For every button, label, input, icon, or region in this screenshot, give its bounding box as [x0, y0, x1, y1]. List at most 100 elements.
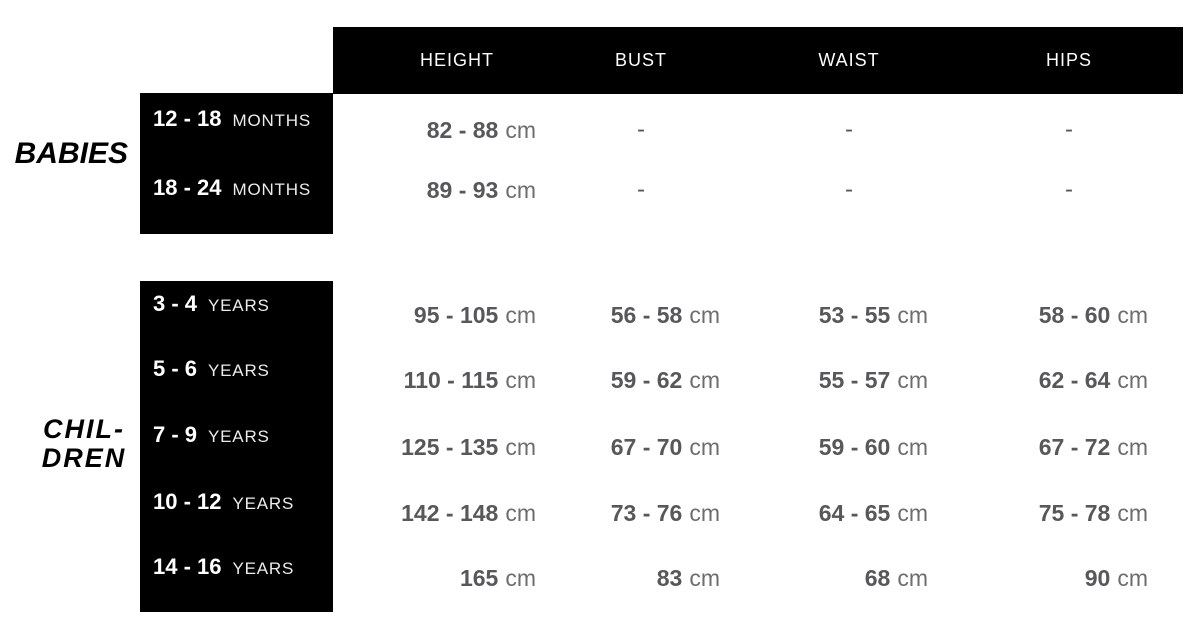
cell-babies2-hips: -: [1065, 176, 1073, 203]
column-header-hips: HIPS: [1045, 50, 1092, 70]
measurement-unit: cm: [505, 117, 536, 143]
measurement-unit: cm: [1117, 302, 1148, 328]
measurement-unit: cm: [505, 500, 536, 526]
cell-children4-height: 142 - 148 cm: [336, 498, 536, 528]
cell-children5-hips: 90 cm: [948, 563, 1148, 593]
measurement-unit: cm: [505, 565, 536, 591]
age-range-unit: YEARS: [208, 427, 270, 446]
cell-children1-height: 95 - 105 cm: [336, 300, 536, 330]
measurement-value: 62 - 64: [1038, 367, 1111, 393]
measurement-value: 55 - 57: [818, 367, 891, 393]
column-header-height: HEIGHT: [419, 50, 494, 70]
measurement-unit: cm: [505, 177, 536, 203]
children-age-box: [140, 281, 333, 612]
cell-children1-waist: 53 - 55 cm: [728, 300, 928, 330]
measurement-value: 68: [864, 565, 891, 591]
table-header-bar: HEIGHT BUST WAIST HIPS: [333, 27, 1183, 94]
age-range-value: 18 - 24: [153, 175, 222, 200]
age-range-value: 3 - 4: [153, 291, 198, 316]
measurement-unit: cm: [1117, 500, 1148, 526]
cell-children2-waist: 55 - 57 cm: [728, 365, 928, 395]
group-label-babies: BABIES: [14, 137, 128, 170]
measurement-value: 56 - 58: [610, 302, 683, 328]
measurement-unit: cm: [689, 434, 720, 460]
cell-children2-bust: 59 - 62 cm: [520, 365, 720, 395]
cell-children3-height: 125 - 135 cm: [336, 432, 536, 462]
measurement-value: 165: [459, 565, 499, 591]
age-range-value: 10 - 12: [153, 489, 222, 514]
measurement-unit: cm: [1117, 367, 1148, 393]
measurement-value: 95 - 105: [413, 302, 499, 328]
measurement-value: 53 - 55: [818, 302, 891, 328]
cell-children1-bust: 56 - 58 cm: [520, 300, 720, 330]
measurement-unit: cm: [1117, 565, 1148, 591]
measurement-unit: cm: [897, 500, 928, 526]
cell-babies1-bust: -: [637, 116, 645, 143]
age-range-value: 5 - 6: [153, 356, 198, 381]
age-range-value: 12 - 18: [153, 106, 222, 131]
age-range-unit: YEARS: [208, 361, 270, 380]
cell-babies1-hips: -: [1065, 116, 1073, 143]
measurement-value: 73 - 76: [610, 500, 683, 526]
cell-children1-hips: 58 - 60 cm: [948, 300, 1148, 330]
group-label-children-line2: DREN: [41, 443, 127, 473]
cell-children3-hips: 67 - 72 cm: [948, 432, 1148, 462]
measurement-unit: cm: [689, 500, 720, 526]
cell-children2-hips: 62 - 64 cm: [948, 365, 1148, 395]
cell-babies1-waist: -: [845, 116, 853, 143]
measurement-value: 75 - 78: [1038, 500, 1111, 526]
cell-children4-hips: 75 - 78 cm: [948, 498, 1148, 528]
cell-children3-waist: 59 - 60 cm: [728, 432, 928, 462]
cell-children5-height: 165 cm: [336, 563, 536, 593]
measurement-value: 142 - 148: [401, 500, 499, 526]
measurement-unit: cm: [897, 434, 928, 460]
age-range-label: 3 - 4 YEARS: [153, 289, 331, 319]
age-range-unit: MONTHS: [232, 180, 311, 199]
measurement-value: 67 - 72: [1038, 434, 1111, 460]
measurement-unit: cm: [1117, 434, 1148, 460]
measurement-value: 59 - 62: [610, 367, 683, 393]
measurement-unit: cm: [897, 367, 928, 393]
age-range-unit: YEARS: [232, 494, 295, 513]
measurement-value: 125 - 135: [401, 434, 499, 460]
measurement-value: 83: [656, 565, 683, 591]
age-range-value: 7 - 9: [153, 422, 198, 447]
age-range-unit: MONTHS: [232, 111, 311, 130]
measurement-unit: cm: [505, 367, 536, 393]
cell-children4-waist: 64 - 65 cm: [728, 498, 928, 528]
measurement-value: 64 - 65: [818, 500, 891, 526]
age-range-label: 7 - 9 YEARS: [153, 420, 331, 450]
measurement-unit: cm: [897, 565, 928, 591]
cell-babies1-height: 82 - 88 cm: [336, 115, 536, 145]
cell-babies2-waist: -: [845, 176, 853, 203]
cell-children5-waist: 68 cm: [728, 563, 928, 593]
babies-age-box: [140, 93, 333, 234]
measurement-value: 59 - 60: [818, 434, 891, 460]
cell-children5-bust: 83 cm: [520, 563, 720, 593]
column-header-bust: BUST: [614, 50, 667, 70]
cell-babies2-bust: -: [637, 176, 645, 203]
measurement-unit: cm: [689, 565, 720, 591]
measurement-value: 90: [1084, 565, 1111, 591]
age-range-unit: YEARS: [232, 559, 295, 578]
age-range-label: 5 - 6 YEARS: [153, 354, 331, 384]
group-label-children: CHIL- DREN: [1, 415, 167, 473]
age-range-value: 14 - 16: [153, 554, 222, 579]
measurement-value: 82 - 88: [426, 117, 499, 143]
measurement-value: 110 - 115: [403, 367, 499, 393]
measurement-unit: cm: [689, 302, 720, 328]
measurement-unit: cm: [689, 367, 720, 393]
age-range-unit: YEARS: [208, 296, 270, 315]
age-range-label: 14 - 16 YEARS: [153, 552, 331, 582]
cell-children2-height: 110 - 115 cm: [336, 365, 536, 395]
column-header-waist: WAIST: [818, 50, 880, 70]
measurement-unit: cm: [505, 434, 536, 460]
cell-children3-bust: 67 - 70 cm: [520, 432, 720, 462]
measurement-value: 89 - 93: [426, 177, 499, 203]
group-label-children-line1: CHIL-: [43, 414, 125, 444]
age-range-label: 18 - 24 MONTHS: [153, 173, 331, 203]
measurement-unit: cm: [897, 302, 928, 328]
age-range-label: 12 - 18 MONTHS: [153, 104, 331, 134]
measurement-unit: cm: [505, 302, 536, 328]
